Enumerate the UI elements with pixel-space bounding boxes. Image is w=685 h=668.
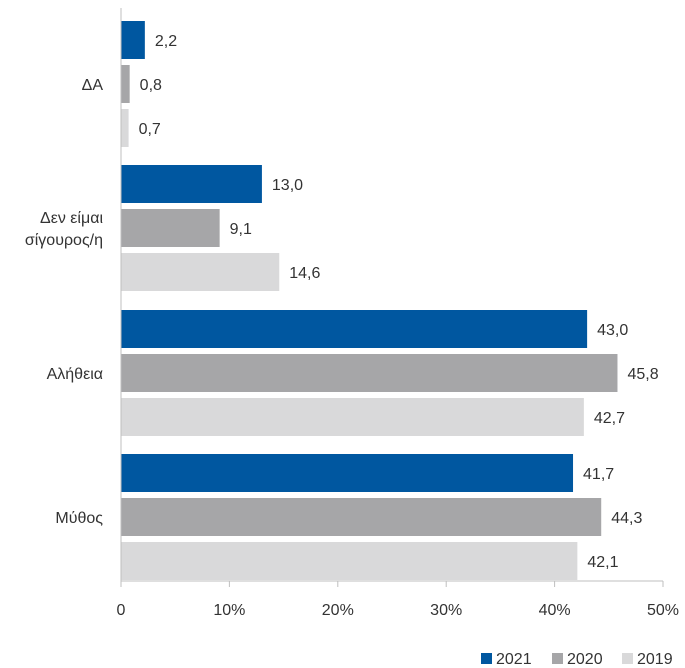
data-label: 45,8 xyxy=(627,366,658,383)
legend-label: 2020 xyxy=(567,651,603,668)
data-label: 0,8 xyxy=(140,77,162,94)
data-label: 0,7 xyxy=(139,121,161,138)
data-label: 14,6 xyxy=(289,265,320,282)
data-label: 13,0 xyxy=(272,177,303,194)
bar-2019-1 xyxy=(121,253,280,291)
data-label: 42,1 xyxy=(587,554,618,571)
legend-swatch-2019 xyxy=(622,653,633,664)
category-label: ΔΑ xyxy=(82,77,104,94)
data-label: 9,1 xyxy=(230,221,252,238)
bar-2019-2 xyxy=(121,398,584,436)
legend-swatch-2020 xyxy=(552,653,563,664)
bar-2021-2 xyxy=(121,310,588,348)
x-tick-label: 10% xyxy=(213,602,245,619)
x-tick-label: 20% xyxy=(322,602,354,619)
data-label: 2,2 xyxy=(155,33,177,50)
legend-label: 2021 xyxy=(496,651,532,668)
bar-2021-1 xyxy=(121,165,262,203)
bar-2019-3 xyxy=(121,542,578,580)
x-tick-label: 40% xyxy=(539,602,571,619)
legend-swatch-2021 xyxy=(481,653,492,664)
legend-label: 2019 xyxy=(637,651,673,668)
bar-2020-3 xyxy=(121,498,602,536)
bar-2021-3 xyxy=(121,454,574,492)
bar-2019-0 xyxy=(121,109,129,147)
x-tick-label: 50% xyxy=(647,602,679,619)
x-tick-label: 0 xyxy=(117,602,126,619)
data-label: 42,7 xyxy=(594,410,625,427)
data-label: 43,0 xyxy=(597,322,628,339)
bar-2021-0 xyxy=(121,21,145,59)
bar-2020-0 xyxy=(121,65,130,103)
data-label: 41,7 xyxy=(583,466,614,483)
bar-2020-2 xyxy=(121,354,618,392)
data-label: 44,3 xyxy=(611,510,642,527)
category-label: Μύθος xyxy=(55,510,103,527)
category-label: Δεν είμαι xyxy=(40,210,103,227)
bar-2020-1 xyxy=(121,209,220,247)
category-label: σίγουρος/η xyxy=(25,232,103,249)
x-tick-label: 30% xyxy=(430,602,462,619)
category-label: Αλήθεια xyxy=(47,366,103,383)
